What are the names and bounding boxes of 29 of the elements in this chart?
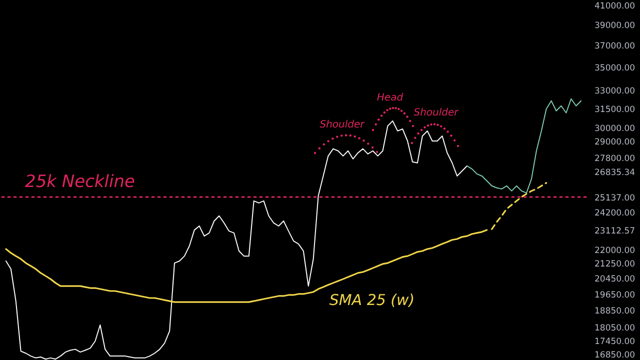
line-series: [5, 120, 468, 360]
y-tick-label: 16850.00: [594, 350, 636, 360]
line-series: [466, 98, 582, 194]
annotation: Head: [376, 92, 404, 104]
y-tick-label: 18850.00: [594, 306, 636, 317]
y-tick-label: 31500.00: [594, 104, 636, 115]
series-label: SMA 25 (w): [329, 291, 415, 310]
annotation: Shoulder: [414, 108, 458, 118]
y-tick-label: 21250.00: [594, 260, 636, 270]
ref-line-label: 25k Neckline: [25, 172, 135, 192]
y-tick-label: 18050.00: [594, 324, 636, 334]
y-tick-label: 27800.00: [594, 154, 636, 164]
y-tick-label: 35000.00: [594, 63, 636, 74]
y-tick-label: 24200.00: [594, 208, 636, 218]
y-tick-label: 26835.34: [594, 168, 636, 178]
y-tick-label: 30000.00: [594, 124, 636, 134]
annotation: Shoulder: [320, 120, 364, 130]
y-tick-label: 33000.00: [594, 86, 636, 97]
line-series: [491, 182, 548, 230]
y-tick-label: 41000.00: [594, 1, 636, 12]
y-tick-label: 29000.00: [594, 137, 636, 148]
y-tick-label: 17450.00: [594, 336, 636, 347]
y-tick-label: 20450.00: [594, 274, 636, 285]
y-tick-label: 39000.00: [594, 20, 636, 31]
y-tick-label: 23112.57: [594, 226, 636, 237]
y-tick-label: 19650.00: [594, 290, 636, 300]
y-tick-label: 25137.00: [594, 194, 636, 204]
y-tick-label: 37000.00: [594, 42, 636, 52]
y-tick-label: 22000.00: [594, 246, 636, 256]
